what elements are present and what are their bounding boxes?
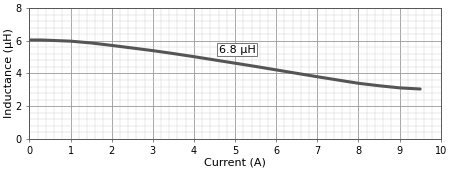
Text: 6.8 μH: 6.8 μH [219, 45, 255, 55]
X-axis label: Current (A): Current (A) [204, 158, 266, 168]
Y-axis label: Inductance (μH): Inductance (μH) [4, 29, 14, 119]
